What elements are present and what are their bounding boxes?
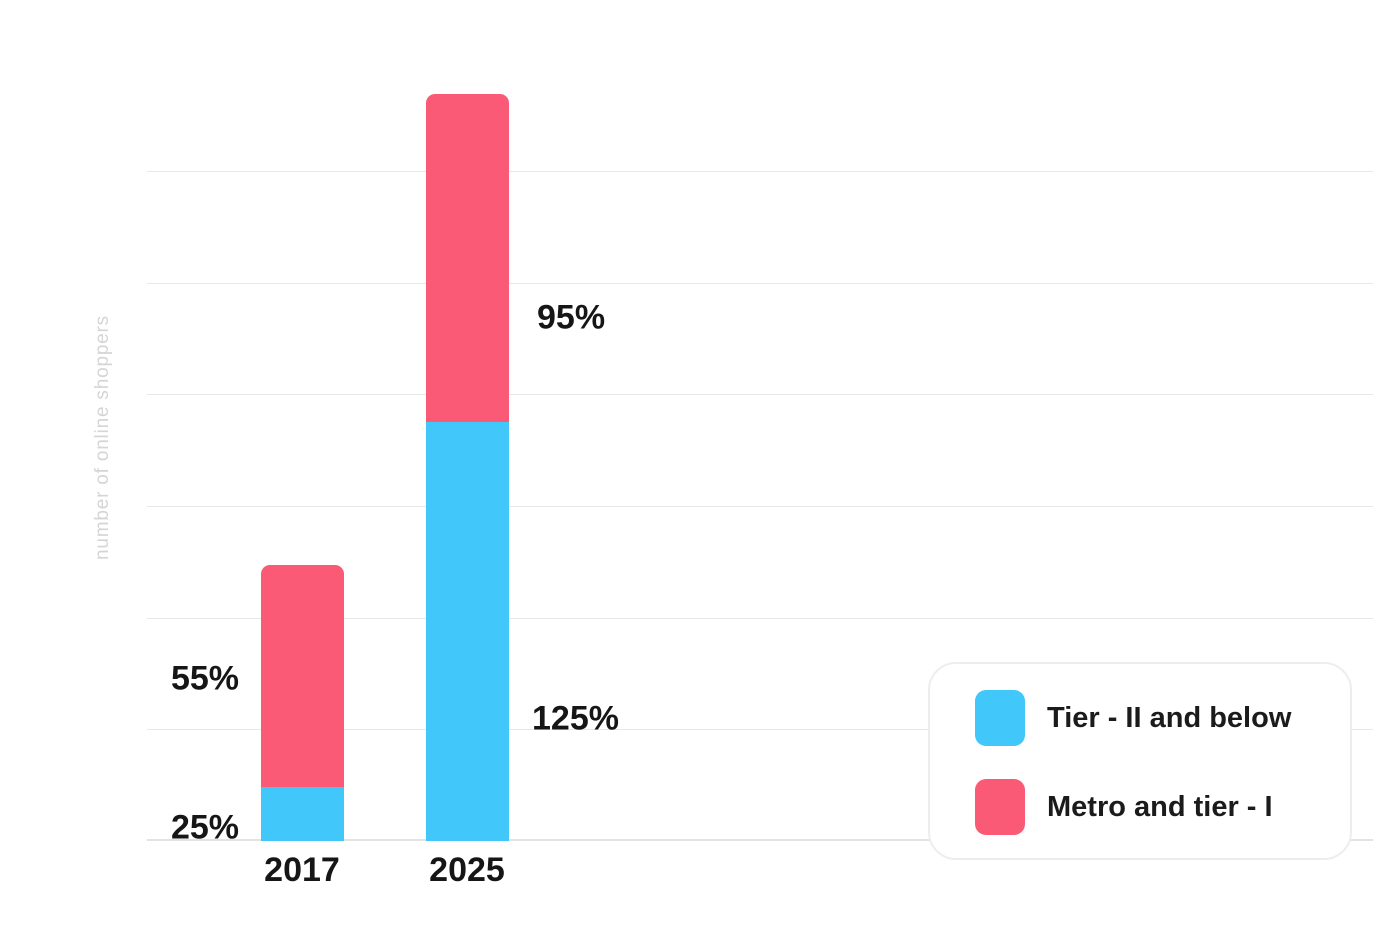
bar-2017 [261,565,344,841]
plot-area [147,0,1373,841]
gridline [147,283,1373,284]
legend-item-tier2-below: Tier - II and below [975,690,1350,746]
legend-label-tier2-below: Tier - II and below [1047,701,1292,734]
legend-swatch-blue [975,690,1025,746]
legend-label-metro-tier1: Metro and tier - I [1047,790,1273,823]
x-tick-label-2025: 2025 [429,851,505,889]
annotation-2017-tier2-below: 25% [170,808,239,847]
legend-item-metro-tier1: Metro and tier - I [975,779,1350,835]
annotation-2025-tier2-below: 125% [532,699,619,738]
bar-2025 [426,94,509,841]
legend: Tier - II and below Metro and tier - I [928,662,1352,860]
gridline [147,171,1373,172]
legend-swatch-pink [975,779,1025,835]
bar-2017-segment-metro-tier1 [261,565,344,787]
bar-2025-segment-metro-tier1 [426,94,509,422]
gridline [147,729,1373,730]
bar-2025-segment-tier2-below [426,422,509,841]
x-axis-line [147,839,1373,841]
x-tick-label-2017: 2017 [264,851,340,889]
gridline [147,618,1373,619]
gridline [147,506,1373,507]
annotation-2025-metro-tier1: 95% [537,298,606,337]
annotation-2017-metro-tier1: 55% [170,659,239,698]
gridline [147,394,1373,395]
y-axis-title: number of online shoppers [92,315,113,561]
bar-2017-segment-tier2-below [261,787,344,841]
